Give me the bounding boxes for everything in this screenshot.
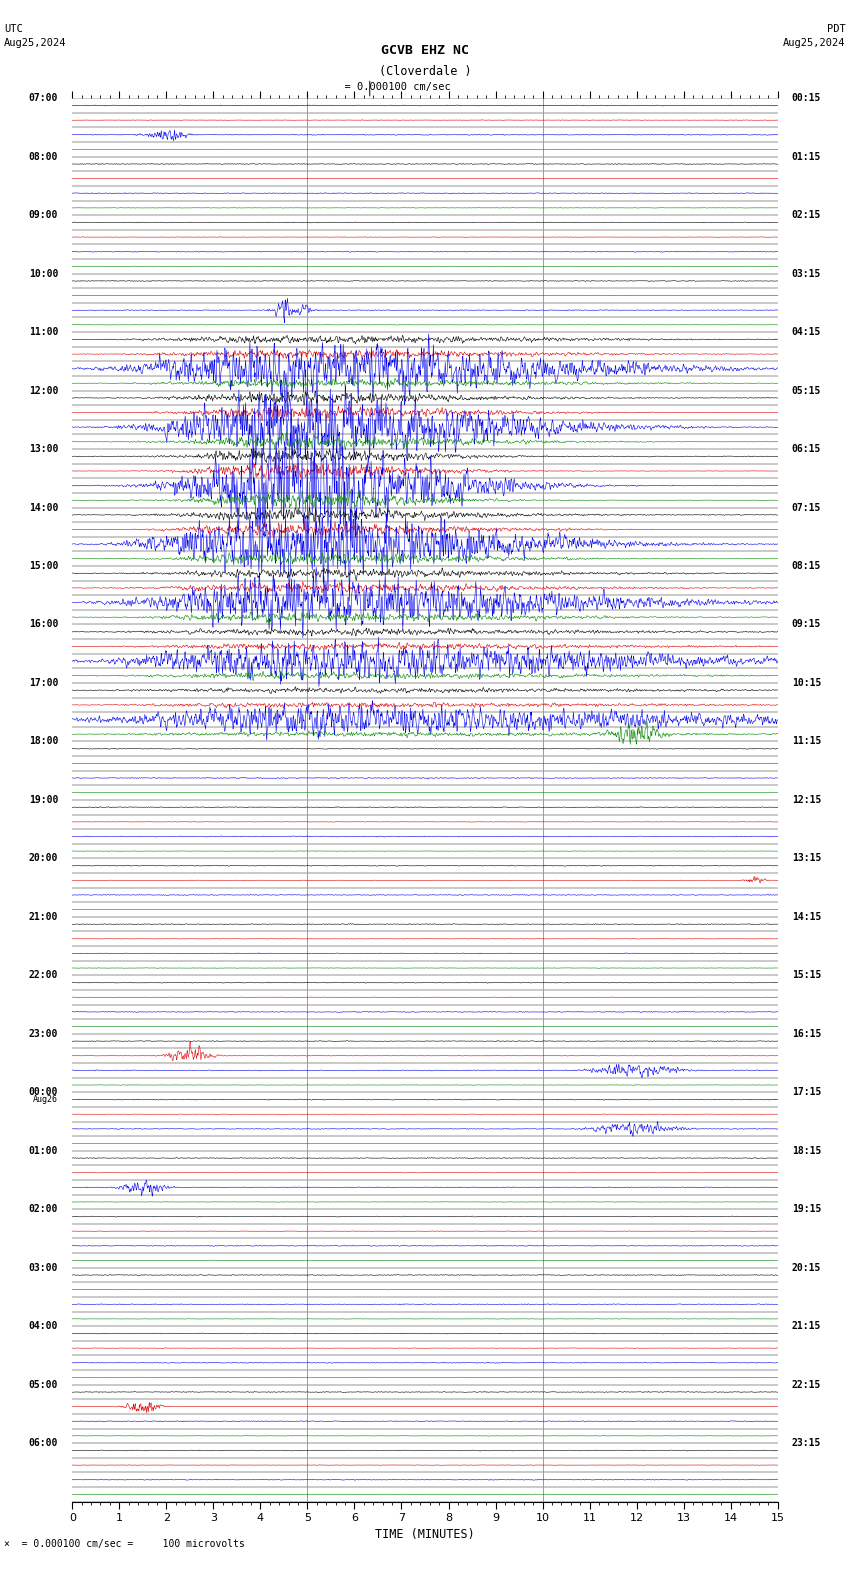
Text: 16:00: 16:00 (29, 619, 58, 629)
Text: 11:15: 11:15 (792, 737, 821, 746)
Text: 03:15: 03:15 (792, 269, 821, 279)
Text: 09:15: 09:15 (792, 619, 821, 629)
Text: 19:00: 19:00 (29, 795, 58, 805)
Text: 12:15: 12:15 (792, 795, 821, 805)
Text: 18:15: 18:15 (792, 1145, 821, 1156)
Text: Aug25,2024: Aug25,2024 (783, 38, 846, 48)
Text: = 0.000100 cm/sec: = 0.000100 cm/sec (332, 82, 450, 92)
X-axis label: TIME (MINUTES): TIME (MINUTES) (375, 1527, 475, 1541)
Text: 13:15: 13:15 (792, 854, 821, 863)
Text: PDT: PDT (827, 24, 846, 33)
Text: 23:15: 23:15 (792, 1438, 821, 1448)
Text: 17:15: 17:15 (792, 1087, 821, 1098)
Text: 19:15: 19:15 (792, 1204, 821, 1215)
Text: 01:15: 01:15 (792, 152, 821, 162)
Text: 21:00: 21:00 (29, 912, 58, 922)
Text: 23:00: 23:00 (29, 1030, 58, 1039)
Text: 03:00: 03:00 (29, 1262, 58, 1272)
Text: 06:00: 06:00 (29, 1438, 58, 1448)
Text: 20:15: 20:15 (792, 1262, 821, 1272)
Text: Aug25,2024: Aug25,2024 (4, 38, 67, 48)
Text: 05:15: 05:15 (792, 385, 821, 396)
Text: 04:00: 04:00 (29, 1321, 58, 1331)
Text: Aug26: Aug26 (33, 1095, 58, 1104)
Text: 14:15: 14:15 (792, 912, 821, 922)
Text: 20:00: 20:00 (29, 854, 58, 863)
Text: UTC: UTC (4, 24, 23, 33)
Text: 11:00: 11:00 (29, 328, 58, 337)
Text: 21:15: 21:15 (792, 1321, 821, 1331)
Text: 09:00: 09:00 (29, 211, 58, 220)
Text: 14:00: 14:00 (29, 502, 58, 513)
Text: 13:00: 13:00 (29, 444, 58, 455)
Text: 00:15: 00:15 (792, 93, 821, 103)
Text: 18:00: 18:00 (29, 737, 58, 746)
Text: 08:00: 08:00 (29, 152, 58, 162)
Text: 16:15: 16:15 (792, 1030, 821, 1039)
Text: 22:00: 22:00 (29, 971, 58, 980)
Text: 07:00: 07:00 (29, 93, 58, 103)
Text: 22:15: 22:15 (792, 1380, 821, 1389)
Text: ×  = 0.000100 cm/sec =     100 microvolts: × = 0.000100 cm/sec = 100 microvolts (4, 1540, 245, 1549)
Text: 10:00: 10:00 (29, 269, 58, 279)
Text: 15:00: 15:00 (29, 561, 58, 570)
Text: 02:00: 02:00 (29, 1204, 58, 1215)
Text: 04:15: 04:15 (792, 328, 821, 337)
Text: GCVB EHZ NC: GCVB EHZ NC (381, 44, 469, 57)
Text: 10:15: 10:15 (792, 678, 821, 687)
Text: │: │ (366, 81, 373, 97)
Text: (Cloverdale ): (Cloverdale ) (379, 65, 471, 78)
Text: 05:00: 05:00 (29, 1380, 58, 1389)
Text: 06:15: 06:15 (792, 444, 821, 455)
Text: 07:15: 07:15 (792, 502, 821, 513)
Text: 15:15: 15:15 (792, 971, 821, 980)
Text: 02:15: 02:15 (792, 211, 821, 220)
Text: 01:00: 01:00 (29, 1145, 58, 1156)
Text: 00:00: 00:00 (29, 1087, 58, 1098)
Text: 12:00: 12:00 (29, 385, 58, 396)
Text: 17:00: 17:00 (29, 678, 58, 687)
Text: 08:15: 08:15 (792, 561, 821, 570)
